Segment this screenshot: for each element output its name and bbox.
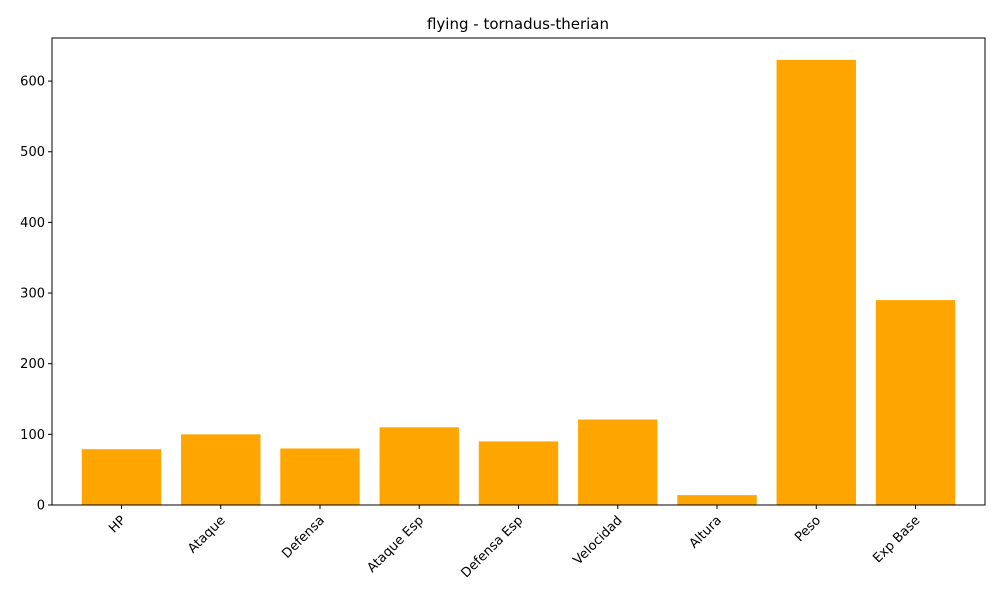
- bar-ataque: [181, 434, 261, 505]
- x-tick-label: Exp Base: [870, 513, 923, 566]
- bar-altura: [677, 495, 757, 505]
- bar-defensa-esp: [478, 441, 559, 505]
- y-tick-label: 500: [20, 145, 45, 160]
- y-axis: 0 100 200 300 400 500 600: [20, 75, 52, 514]
- x-tick-label: Altura: [687, 513, 725, 551]
- x-tick-label: Defensa Esp: [458, 513, 526, 581]
- bar-exp-base: [875, 300, 956, 505]
- y-tick-label: 0: [37, 499, 45, 514]
- x-tick-label: Peso: [792, 513, 824, 545]
- y-tick-label: 600: [20, 75, 45, 90]
- plot-frame: [51, 37, 986, 506]
- bar-ataque-esp: [379, 427, 459, 505]
- x-axis: HP Ataque Defensa Ataque Esp Defensa Esp Velo…: [106, 505, 923, 581]
- y-tick-label: 400: [20, 216, 45, 231]
- x-tick-label: Ataque Esp: [364, 513, 427, 576]
- chart-title: flying - tornadus-therian: [427, 15, 609, 33]
- bars-group: [81, 59, 956, 505]
- bar-hp: [81, 449, 162, 505]
- x-tick-label: Defensa: [279, 513, 327, 561]
- bar-defensa: [280, 448, 360, 505]
- y-tick-label: 100: [20, 428, 45, 443]
- x-tick-label: Ataque: [185, 513, 228, 556]
- y-tick-label: 300: [20, 287, 45, 302]
- x-tick-label: Velocidad: [571, 513, 626, 568]
- x-tick-label: HP: [106, 513, 129, 536]
- bar-peso: [776, 59, 856, 505]
- y-tick-label: 200: [20, 357, 45, 372]
- bar-velocidad: [578, 419, 658, 505]
